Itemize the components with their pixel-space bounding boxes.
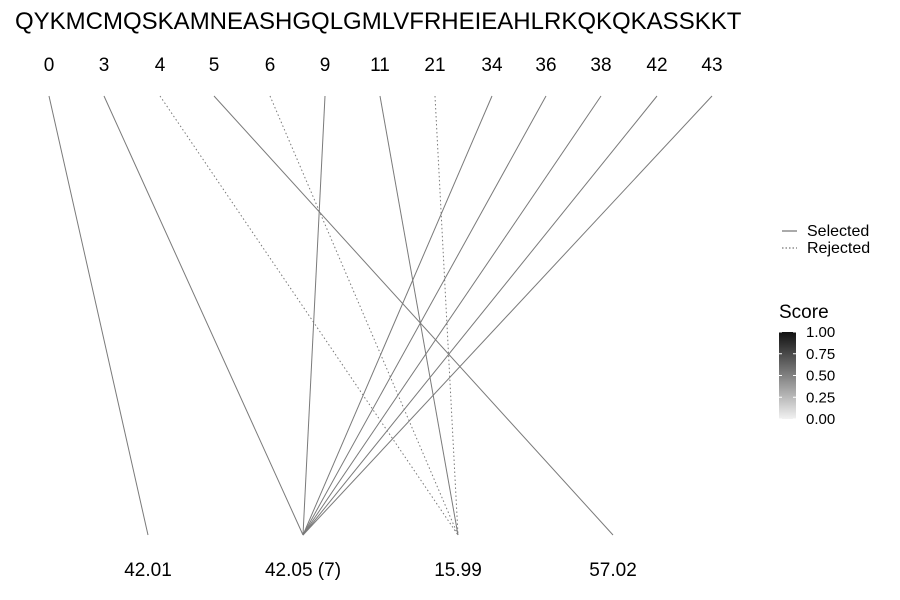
position-labels: 0 3 4 5 6 9 11 21 34 36 38 42 43 <box>44 55 723 76</box>
score-tick-label: 0.25 <box>806 389 835 406</box>
target-label: 57.02 <box>589 560 637 581</box>
target-label: 15.99 <box>434 560 482 581</box>
selected-link <box>302 95 326 536</box>
selected-link <box>302 95 602 536</box>
score-tick-label: 0.00 <box>806 411 835 428</box>
selected-link <box>302 95 658 536</box>
position-label-21: 21 <box>424 55 445 76</box>
linetype-legend: Selected Rejected <box>782 223 870 257</box>
position-label-43: 43 <box>701 55 722 76</box>
selected-link <box>48 95 149 536</box>
position-label-42: 42 <box>646 55 667 76</box>
selected-link <box>302 95 713 536</box>
selected-link <box>302 95 493 536</box>
position-label-0: 0 <box>44 55 55 76</box>
selected-link <box>379 95 459 536</box>
peptide-sequence: QYKMCMQSKAMNEASHGQLGMLVFRHEIEAHLRKQKQKAS… <box>15 8 742 35</box>
position-label-3: 3 <box>99 55 110 76</box>
position-label-34: 34 <box>481 55 503 76</box>
score-legend: Score 1.00 0.75 0.50 0.25 0.00 <box>779 302 835 428</box>
selected-link <box>213 95 614 536</box>
legend-selected-label: Selected <box>807 223 869 240</box>
position-label-9: 9 <box>320 55 331 76</box>
target-label: 42.05 (7) <box>265 560 341 581</box>
selected-link <box>302 95 547 536</box>
position-label-36: 36 <box>535 55 556 76</box>
score-tick-label: 0.75 <box>806 346 835 363</box>
score-ticks: 1.00 0.75 0.50 0.25 0.00 <box>779 324 835 428</box>
position-label-38: 38 <box>590 55 611 76</box>
target-labels: 42.01 42.05 (7) 15.99 57.02 <box>124 560 637 581</box>
score-legend-title: Score <box>779 302 829 323</box>
position-label-4: 4 <box>155 55 166 76</box>
target-label: 42.01 <box>124 560 172 581</box>
rejected-link <box>434 95 459 536</box>
score-tick-label: 0.50 <box>806 368 835 385</box>
selected-link <box>103 95 304 536</box>
links-layer <box>48 95 713 536</box>
position-label-6: 6 <box>265 55 276 76</box>
rejected-link <box>159 95 459 536</box>
score-tick-label: 1.00 <box>806 324 835 341</box>
position-label-5: 5 <box>209 55 220 76</box>
legend-rejected-label: Rejected <box>807 240 870 257</box>
score-colorbar <box>779 332 796 419</box>
position-label-11: 11 <box>370 55 390 76</box>
